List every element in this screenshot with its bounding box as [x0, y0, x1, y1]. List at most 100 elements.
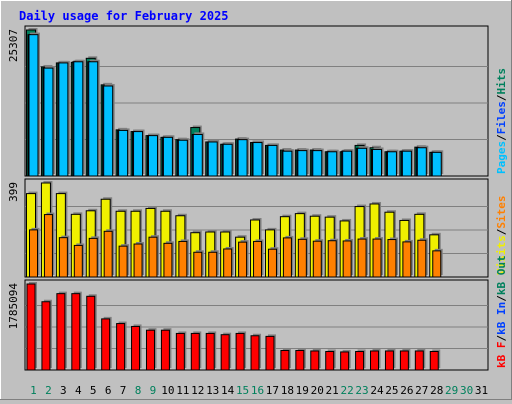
x-tick-label: 15 [236, 384, 249, 397]
bar-sites-day-14 [223, 248, 233, 278]
bar-kbf-day-9 [145, 329, 155, 371]
bar-kbf-day-3 [56, 293, 66, 371]
bar-pages-day-28 [431, 151, 442, 177]
bar-kbf-day-28 [429, 351, 439, 371]
bar-kbf-day-10 [160, 329, 170, 371]
x-tick-label: 19 [296, 384, 309, 397]
x-tick-label: 17 [266, 384, 279, 397]
x-tick-label: 29 [445, 384, 458, 397]
bar-sites-day-10 [163, 242, 173, 278]
bar-sites-day-21 [327, 240, 337, 278]
x-tick-label: 6 [105, 384, 112, 397]
x-tick-label: 16 [251, 384, 264, 397]
bar-kbf-day-24 [370, 350, 380, 371]
x-tick-label: 9 [150, 384, 157, 397]
bar-pages-day-17 [267, 144, 278, 177]
x-tick-label: 18 [281, 384, 294, 397]
bar-pages-day-2 [43, 67, 54, 177]
legend-item-hits-files-pages-3: / [495, 94, 508, 101]
bar-sites-day-25 [387, 239, 397, 278]
x-tick-label: 22 [340, 384, 353, 397]
bar-sites-day-8 [133, 243, 143, 278]
bar-sites-day-1 [29, 229, 38, 278]
legend-item-kbytes-0: kB F [495, 342, 508, 369]
x-tick-label: 14 [221, 384, 235, 397]
bar-pages-day-12 [192, 133, 203, 177]
legend-hits-files-pages: Pages/Files/Hits [495, 68, 508, 174]
bar-sites-day-18 [282, 237, 292, 278]
bar-kbf-day-8 [131, 325, 141, 371]
x-tick-label: 10 [161, 384, 174, 397]
bar-kbf-day-4 [71, 293, 81, 371]
bar-pages-day-13 [207, 141, 218, 177]
bar-pages-day-25 [386, 151, 397, 177]
bar-pages-day-1 [28, 34, 39, 177]
x-tick-label: 11 [176, 384, 189, 397]
bar-pages-day-26 [401, 150, 412, 177]
bar-kbf-day-27 [414, 350, 424, 371]
x-tick-label: 24 [370, 384, 384, 397]
bar-sites-day-16 [253, 240, 263, 278]
bar-kbf-day-12 [190, 332, 200, 371]
bar-sites-day-9 [148, 236, 158, 278]
bar-pages-day-27 [416, 147, 427, 177]
y-max-label-visits-sites: 399 [7, 182, 20, 202]
bar-pages-day-14 [222, 143, 233, 177]
x-tick-label: 13 [206, 384, 219, 397]
bar-sites-day-2 [43, 214, 53, 278]
x-tick-label: 2 [45, 384, 52, 397]
legend-item-hits-files-pages-1: / [495, 134, 508, 141]
bar-kbf-day-20 [310, 350, 320, 371]
bar-sites-day-28 [432, 250, 442, 278]
x-tick-label: 21 [326, 384, 339, 397]
legend-item-kbytes-3: / [495, 295, 508, 302]
bar-sites-day-19 [297, 238, 307, 278]
bar-pages-day-7 [118, 129, 129, 177]
x-tick-label: 4 [75, 384, 82, 397]
bar-pages-day-8 [133, 131, 144, 177]
x-tick-label: 20 [311, 384, 324, 397]
x-tick-label: 27 [415, 384, 428, 397]
bar-kbf-day-18 [280, 349, 290, 371]
x-axis-labels: 1 2 3 4 5 6 7 8 9 10 11 12 13 14 15 16 17 18 19 20 21 22 23 24 2… [30, 384, 488, 397]
bar-pages-day-18 [282, 150, 293, 177]
panel-hits-files-pages: 25307 Pages/Files/Hits [7, 25, 508, 177]
legend-item-hits-files-pages-0: Pages [495, 141, 508, 174]
bar-pages-day-15 [237, 139, 248, 177]
x-tick-label: 25 [385, 384, 398, 397]
bar-pages-day-22 [342, 150, 353, 177]
bar-pages-day-24 [372, 148, 383, 177]
bar-kbf-day-17 [265, 335, 275, 371]
bar-pages-day-4 [73, 61, 84, 177]
x-tick-label: 30 [460, 384, 473, 397]
bar-sites-day-24 [372, 238, 382, 278]
bar-pages-day-11 [177, 139, 188, 177]
x-tick-label: 7 [120, 384, 127, 397]
bar-sites-day-17 [267, 248, 277, 278]
x-tick-label: 5 [90, 384, 97, 397]
legend-kbytes: kB F/kB In/kB Out [495, 255, 508, 368]
bar-pages-day-19 [297, 150, 308, 177]
legend-item-visits-sites-1: / [495, 228, 508, 235]
legend-visits-sites: Visits/Sites [495, 196, 508, 276]
x-tick-label: 23 [355, 384, 368, 397]
legend-item-visits-sites-0: Visits [495, 235, 508, 275]
x-tick-label: 26 [400, 384, 413, 397]
x-tick-label: 3 [60, 384, 67, 397]
panel-visits-sites: 399 Visits/Sites [7, 178, 508, 278]
bar-kbf-day-5 [86, 295, 96, 371]
bar-kbf-day-26 [399, 350, 409, 371]
bar-pages-day-9 [147, 135, 158, 177]
y-max-label-hits-files-pages: 25307 [7, 29, 20, 62]
bar-sites-day-3 [58, 237, 68, 278]
legend-item-kbytes-1: / [495, 335, 508, 342]
bar-sites-day-23 [357, 238, 367, 278]
x-tick-label: 1 [30, 384, 37, 397]
bar-sites-day-15 [238, 241, 248, 278]
chart-panels: 25307Pages/Files/Hits399Visits/Sites1785… [7, 25, 508, 371]
bar-sites-day-6 [103, 230, 113, 278]
bar-sites-day-12 [193, 251, 203, 278]
bar-kbf-day-11 [175, 332, 185, 371]
